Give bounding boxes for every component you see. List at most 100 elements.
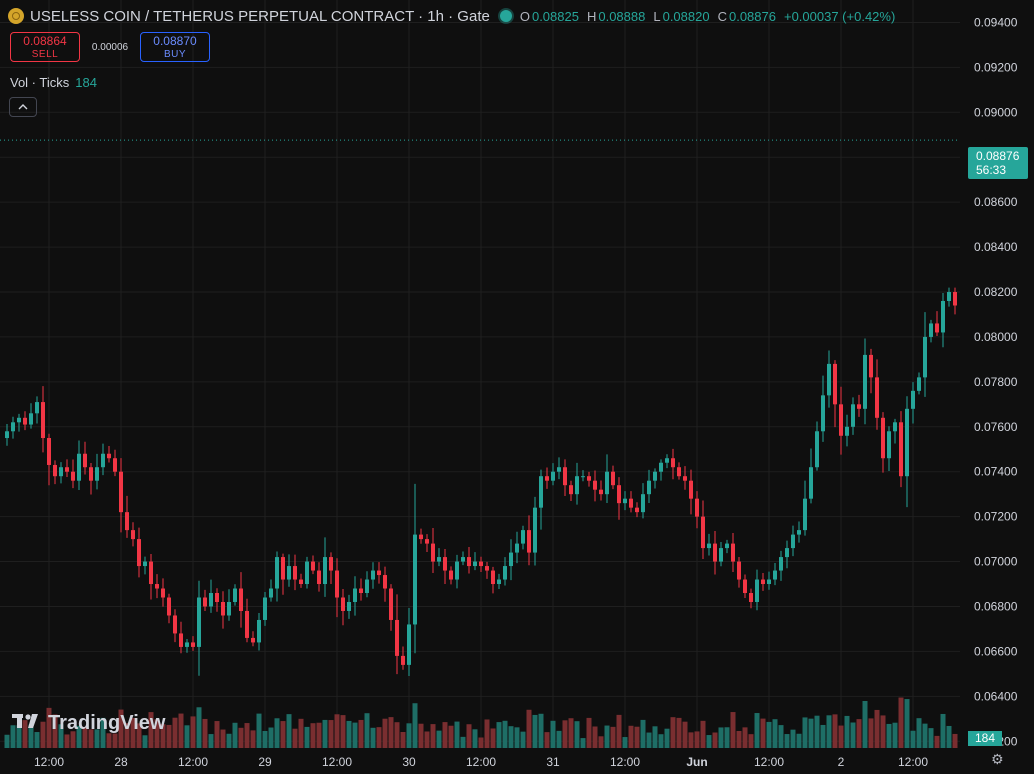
volume-bar: [856, 719, 862, 748]
volume-bar: [580, 738, 586, 748]
x-tick-label: 31: [546, 755, 560, 769]
volume-bar: [64, 734, 70, 748]
candle-body: [131, 530, 135, 540]
volume-bar: [136, 723, 142, 748]
volume-bar: [754, 713, 760, 748]
volume-bar: [28, 724, 34, 748]
candle-body: [815, 431, 819, 468]
candle-body: [551, 471, 555, 481]
symbol-title[interactable]: USELESS COIN / TETHERUS PERPETUAL CONTRA…: [30, 7, 490, 25]
volume-bar: [484, 719, 490, 748]
candle-body: [671, 458, 675, 468]
volume-bar: [196, 707, 202, 748]
candle-body: [839, 404, 843, 436]
volume-bar: [688, 732, 694, 748]
volume-bar: [208, 734, 214, 748]
candle-body: [173, 615, 177, 634]
settings-gear-icon[interactable]: ⚙: [991, 751, 1004, 767]
volume-bar: [268, 727, 274, 748]
candle-body: [281, 557, 285, 580]
candle-body: [893, 422, 897, 432]
volume-bar: [916, 718, 922, 748]
last-price-label: 0.08876 56:33: [968, 147, 1028, 179]
candle-body: [305, 561, 309, 585]
candle-body: [653, 471, 657, 481]
candle-body: [77, 453, 81, 481]
candle-body: [245, 610, 249, 638]
ohlc-low-label: L: [653, 8, 661, 24]
volume-bar: [328, 720, 334, 748]
candle-body: [137, 539, 141, 567]
candle-body: [227, 601, 231, 616]
candle-body: [539, 476, 543, 508]
ohlc-close-label: C: [717, 8, 727, 24]
candle-body: [455, 561, 459, 580]
volume-bar: [730, 712, 736, 748]
candle-body: [95, 467, 99, 481]
volume-bar: [652, 726, 658, 748]
ohlc-change: +0.00037 (+0.42%): [783, 8, 896, 24]
candle-body: [863, 354, 867, 409]
candle-body: [221, 601, 225, 616]
volume-bar: [682, 721, 688, 748]
volume-bar: [394, 722, 400, 748]
candle-body: [899, 422, 903, 477]
candle-body: [827, 363, 831, 396]
volume-bar: [826, 715, 832, 748]
volume-bar: [124, 723, 130, 748]
candle-countdown: 56:33: [976, 163, 1007, 177]
volume-bar: [106, 733, 112, 748]
candle-body: [695, 498, 699, 517]
sell-button[interactable]: 0.08864 SELL: [10, 32, 80, 62]
volume-bar: [616, 714, 622, 748]
price-axis[interactable]: 0.062000.064000.066000.068000.070000.072…: [974, 15, 1018, 748]
candle-body: [527, 530, 531, 553]
candle-body: [125, 512, 129, 531]
buy-button[interactable]: 0.08870 BUY: [140, 32, 210, 62]
volume-bar: [340, 715, 346, 748]
buy-label: BUY: [163, 49, 187, 60]
volume-bar: [274, 718, 280, 748]
volume-bar: [880, 715, 886, 748]
candle-body: [497, 579, 501, 585]
volume-legend-label: Vol · Ticks: [10, 75, 70, 90]
volume-bar: [94, 729, 100, 748]
candle-body: [179, 633, 183, 647]
volume-legend[interactable]: Vol · Ticks 184: [10, 75, 97, 90]
y-tick-label: 0.08600: [974, 195, 1018, 209]
y-tick-label: 0.06400: [974, 689, 1018, 703]
volume-bar: [514, 727, 520, 748]
candle-body: [335, 570, 339, 598]
volume-bar: [724, 727, 730, 748]
tradingview-logo[interactable]: TradingView: [12, 712, 165, 735]
candle-body: [449, 570, 453, 580]
candle-body: [419, 534, 423, 540]
collapse-legend-button[interactable]: [9, 97, 37, 117]
candle-body: [851, 404, 855, 427]
candle-body: [737, 561, 741, 580]
volume-bar: [784, 734, 790, 748]
volume-bar: [790, 729, 796, 748]
sell-price: 0.08864: [23, 34, 67, 48]
volume-bar: [16, 725, 22, 748]
volume-bar: [334, 714, 340, 748]
candle-body: [83, 453, 87, 468]
candle-body: [887, 431, 891, 459]
candle-body: [731, 543, 735, 562]
candle-body: [611, 471, 615, 486]
candle-body: [689, 480, 693, 499]
candle-body: [521, 530, 525, 544]
candle-body: [761, 579, 765, 585]
candle-body: [821, 395, 825, 432]
chart-header: USELESS COIN / TETHERUS PERPETUAL CONTRA…: [8, 6, 903, 26]
time-axis[interactable]: 12:00 28 12:00 29 12:00 30 12:00 31 12:00 Jun 12:0…: [34, 755, 928, 769]
candle-body: [509, 552, 513, 567]
candle-body: [107, 453, 111, 459]
volume-bar: [904, 699, 910, 748]
y-tick-label: 0.08400: [974, 240, 1018, 254]
market-status-icon[interactable]: [499, 10, 512, 22]
x-tick-label: 12:00: [898, 755, 928, 769]
candle-body: [167, 597, 171, 616]
candle-body: [617, 485, 621, 504]
